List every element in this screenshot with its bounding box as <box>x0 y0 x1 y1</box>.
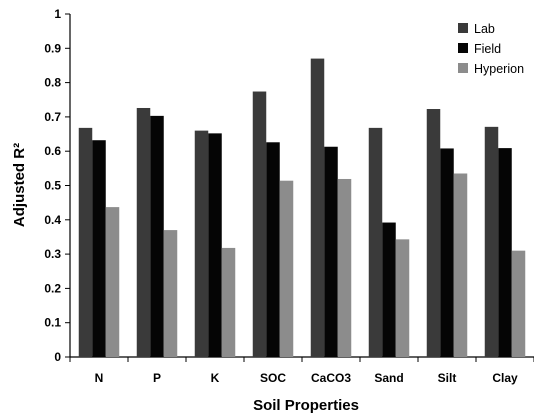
bar-lab-silt <box>426 109 441 357</box>
bar-field-silt <box>440 148 454 357</box>
bar-lab-n <box>78 127 93 357</box>
y-tick-label: 0.1 <box>44 316 61 330</box>
x-axis-title: Soil Properties <box>253 397 359 414</box>
y-tick-label: 0.5 <box>44 179 61 193</box>
y-tick-label: 0.7 <box>44 110 61 124</box>
bar-field-caco3 <box>324 146 338 357</box>
bar-hyperion-k <box>221 247 236 357</box>
x-tick-label: N <box>95 371 104 385</box>
y-tick-label: 0.4 <box>44 213 61 227</box>
bar-hyperion-n <box>105 207 120 357</box>
legend-label-field: Field <box>474 42 501 56</box>
bar-hyperion-clay <box>511 250 526 357</box>
bar-field-sand <box>382 222 396 357</box>
bar-lab-clay <box>484 126 499 357</box>
y-tick-label: 0.8 <box>44 76 61 90</box>
y-tick-label: 0.6 <box>44 144 61 158</box>
x-tick-label: SOC <box>260 371 286 385</box>
bar-lab-soc <box>252 91 267 357</box>
y-tick-label: 0.3 <box>44 247 61 261</box>
y-tick-label: 0.9 <box>44 41 61 55</box>
bar-field-clay <box>498 148 512 357</box>
x-tick-label: Sand <box>374 371 403 385</box>
legend-label-lab: Lab <box>474 22 495 36</box>
y-tick-label: 0 <box>54 350 61 364</box>
y-tick-label: 0.2 <box>44 281 61 295</box>
bar-lab-sand <box>368 127 383 357</box>
bar-field-soc <box>266 142 280 357</box>
y-tick-label: 1 <box>54 7 61 21</box>
legend-label-hyperion: Hyperion <box>474 62 524 76</box>
bar-hyperion-caco3 <box>337 178 352 357</box>
x-tick-label: CaCO3 <box>311 371 351 385</box>
x-tick-label: Clay <box>492 371 518 385</box>
bar-hyperion-soc <box>279 180 294 357</box>
bar-hyperion-silt <box>453 173 468 357</box>
x-tick-label: Silt <box>438 371 457 385</box>
legend-swatch-hyperion <box>458 63 468 73</box>
bar-lab-k <box>194 130 209 357</box>
bar-field-k <box>208 133 222 357</box>
legend-swatch-lab <box>458 23 468 33</box>
bar-field-p <box>150 115 164 357</box>
x-tick-label: P <box>153 371 161 385</box>
bar-lab-caco3 <box>310 58 325 358</box>
bar-lab-p <box>136 107 151 358</box>
bar-field-n <box>92 140 106 357</box>
legend-swatch-field <box>458 43 468 53</box>
y-axis-title: Adjusted R² <box>11 143 28 227</box>
x-tick-label: K <box>211 371 220 385</box>
bar-hyperion-p <box>163 230 178 357</box>
bar-hyperion-sand <box>395 239 410 357</box>
